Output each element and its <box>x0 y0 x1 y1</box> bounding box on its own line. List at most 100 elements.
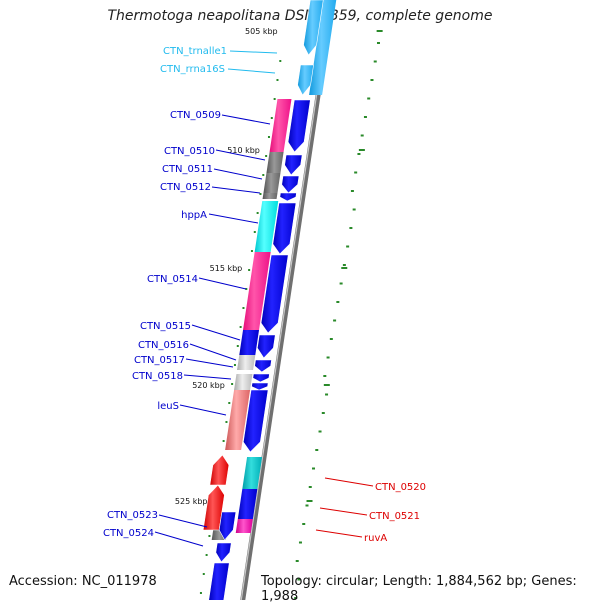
gene-arrow <box>303 0 324 56</box>
gene-label: CTN_0516 <box>138 340 189 351</box>
gene-label: CTN_rrna16S <box>160 64 225 75</box>
gene-label: CTN_0523 <box>107 510 158 521</box>
kbp-tick-label: 510 kbp <box>227 146 260 155</box>
gc-dot <box>273 98 276 100</box>
gc-dot <box>360 134 364 137</box>
gene-label: hppA <box>181 210 207 221</box>
cog-block <box>237 355 256 370</box>
tick-mark <box>341 267 348 269</box>
label-leader-line <box>158 514 208 528</box>
gene-label: CTN_0521 <box>369 511 420 522</box>
gc-dot <box>295 560 299 562</box>
gc-dot <box>270 117 273 119</box>
genome-backbone <box>240 0 335 600</box>
gene-arrow <box>215 542 232 563</box>
gc-dot <box>323 375 327 377</box>
gc-dot-track <box>199 42 380 599</box>
gene-arrow <box>297 64 314 96</box>
gc-dot <box>336 301 340 303</box>
genome-backbone-highlight <box>240 0 332 600</box>
kbp-tick-label: 515 kbp <box>210 264 243 273</box>
gene-arrows <box>202 0 324 600</box>
gc-dot <box>245 288 248 290</box>
gc-dot <box>376 42 380 44</box>
gc-dot <box>279 60 282 62</box>
label-leader-line <box>211 186 261 194</box>
gc-dot <box>315 449 319 451</box>
label-leader-line <box>324 477 374 487</box>
gene-arrow <box>243 389 269 453</box>
cog-block <box>309 0 337 95</box>
gene-label: CTN_0518 <box>132 371 183 382</box>
gc-dot <box>259 193 262 195</box>
cog-block <box>242 457 263 489</box>
gc-dot <box>205 554 208 556</box>
label-leader-line <box>191 324 241 341</box>
cog-block <box>262 193 278 199</box>
gene-arrow <box>284 154 303 176</box>
gc-dot <box>250 250 253 252</box>
gc-dot <box>265 155 268 157</box>
gc-dot <box>352 208 356 211</box>
label-leader-line <box>179 404 227 416</box>
label-leader-line <box>185 358 234 368</box>
gc-dot <box>312 467 316 470</box>
gc-dot <box>326 356 330 359</box>
kbp-tick-label: 520 kbp <box>192 381 225 390</box>
kbp-tick-label: 505 kbp <box>245 27 278 36</box>
gc-dot <box>305 504 309 507</box>
gene-label: CTN_0509 <box>170 110 221 121</box>
cog-block <box>239 330 260 355</box>
gene-label: CTN_0520 <box>375 482 426 493</box>
label-leader-line <box>208 213 259 224</box>
cog-block <box>269 99 292 152</box>
label-leader-line <box>319 507 368 516</box>
gene-arrow <box>252 373 270 383</box>
gc-dot <box>199 592 202 594</box>
gene-arrow <box>202 484 225 531</box>
gc-dot <box>239 326 242 328</box>
gc-dot <box>276 79 279 81</box>
tick-mark <box>306 500 313 502</box>
accession-text: Accession: NC_011978 <box>9 574 157 589</box>
cog-block <box>237 489 258 519</box>
gene-arrow <box>254 359 272 373</box>
label-leader-line <box>183 374 232 380</box>
gc-dot <box>302 523 306 525</box>
cog-block <box>243 252 271 330</box>
gc-dot <box>350 190 354 192</box>
gene-arrow <box>257 334 276 359</box>
gc-dot <box>342 264 346 266</box>
gc-dot <box>346 245 350 248</box>
cog-block <box>235 519 253 533</box>
gene-arrow <box>260 254 289 334</box>
label-leader-line <box>227 68 276 74</box>
gc-dot <box>339 282 343 285</box>
gene-label: CTN_0512 <box>160 182 211 193</box>
gc-dot <box>357 153 361 155</box>
gc-dot <box>222 440 225 442</box>
gene-arrow <box>272 202 297 255</box>
gc-dot <box>363 116 367 118</box>
label-leader-line <box>154 531 204 547</box>
tick-mark <box>323 384 330 386</box>
gene-arrow <box>251 382 269 391</box>
gc-dot <box>354 171 358 174</box>
gc-dot <box>208 535 211 537</box>
gc-dot <box>297 578 301 581</box>
gene-label: CTN_0515 <box>140 321 191 332</box>
gc-dot <box>267 136 270 138</box>
label-leader-line <box>215 149 266 161</box>
gc-dot <box>225 421 228 423</box>
label-leader-line <box>315 529 363 538</box>
label-leader-line <box>221 114 271 125</box>
cog-block <box>225 390 251 450</box>
gc-dot <box>349 227 353 229</box>
gene-label: CTN_0517 <box>134 355 185 366</box>
gene-arrow <box>279 192 297 202</box>
label-leader-line <box>189 343 237 361</box>
tick-mark <box>358 149 365 151</box>
cog-block <box>263 173 281 193</box>
gc-dot <box>321 412 325 414</box>
label-leader-line <box>213 168 263 180</box>
